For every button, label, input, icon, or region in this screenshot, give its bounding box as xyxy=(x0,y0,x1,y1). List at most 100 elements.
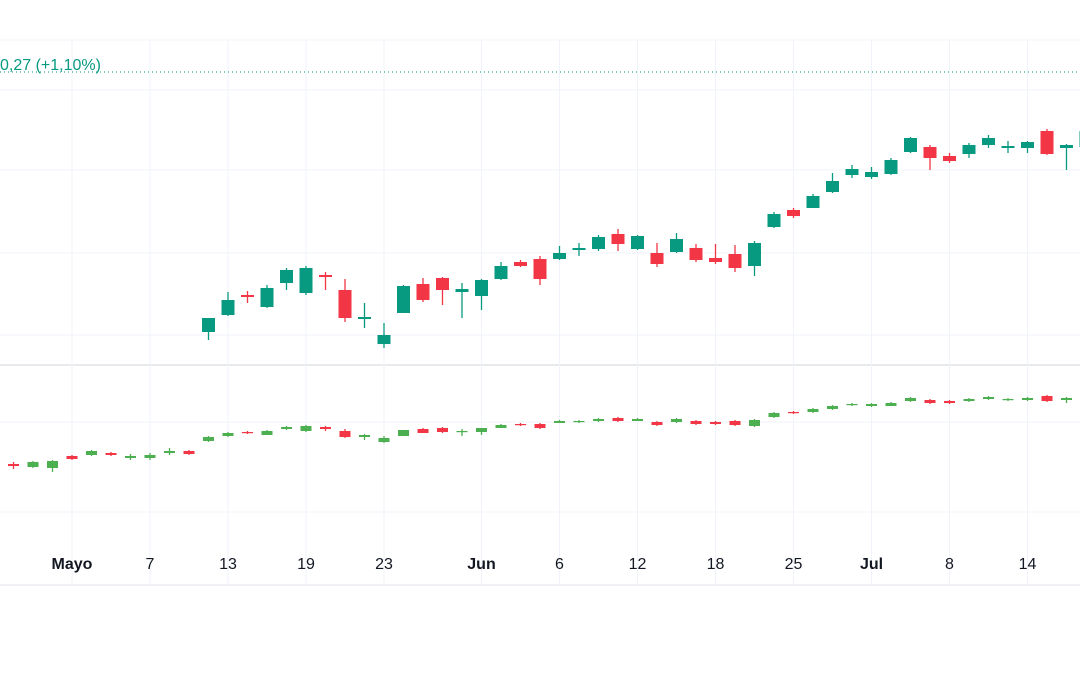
candle-body xyxy=(670,239,683,252)
candle-body xyxy=(904,138,917,152)
candle-body xyxy=(1002,399,1014,401)
candle-body xyxy=(709,258,722,262)
candle-body xyxy=(320,427,331,429)
candle-body xyxy=(983,397,994,399)
x-tick-label: 18 xyxy=(707,556,725,573)
x-tick-label: 13 xyxy=(219,556,237,573)
candle-body xyxy=(515,424,526,426)
candle-body xyxy=(241,295,254,297)
x-tick-label: Mayo xyxy=(52,556,93,573)
candle-body xyxy=(963,399,975,401)
candle-body xyxy=(885,403,897,406)
candle-body xyxy=(962,145,976,154)
candle-body xyxy=(767,214,781,227)
candle-body xyxy=(144,455,156,458)
candle-body xyxy=(533,259,547,279)
candle-body xyxy=(1041,396,1053,401)
candle-body xyxy=(787,210,800,216)
candle-body xyxy=(494,266,508,279)
candle-body xyxy=(573,421,585,423)
x-tick-label: 12 xyxy=(629,556,647,573)
candle-body xyxy=(905,398,916,401)
x-tick-label: 23 xyxy=(375,556,393,573)
candle-body xyxy=(437,428,448,432)
candle-body xyxy=(476,428,487,432)
candle-body xyxy=(1040,131,1054,154)
candle-body xyxy=(455,289,469,292)
candle-body xyxy=(378,438,390,442)
candle-body xyxy=(416,284,430,300)
candle-body xyxy=(1022,398,1033,400)
vertical-grid xyxy=(71,40,1028,585)
x-tick-label: 19 xyxy=(297,556,315,573)
x-tick-label: 7 xyxy=(146,556,155,573)
candle-body xyxy=(359,435,370,437)
candle-body xyxy=(572,248,586,250)
candle-body xyxy=(592,237,605,249)
candle-body xyxy=(202,318,215,332)
candle-body xyxy=(27,462,39,467)
x-tick-label: 6 xyxy=(555,556,564,573)
candle-body xyxy=(339,431,351,437)
candle-body xyxy=(944,401,955,403)
candle-body xyxy=(631,236,644,249)
candle-body xyxy=(183,451,195,454)
candle-body xyxy=(514,262,527,266)
candle-body xyxy=(338,290,352,318)
candle-body xyxy=(436,278,449,290)
candle-body xyxy=(299,268,313,293)
candle-body xyxy=(650,253,664,264)
candle-body xyxy=(261,431,273,435)
x-tick-label: 8 xyxy=(945,556,954,573)
x-tick-label: Jul xyxy=(860,556,883,573)
candle-body xyxy=(358,317,371,319)
candle-body xyxy=(260,288,274,307)
candle-body xyxy=(398,430,409,436)
candle-body xyxy=(866,404,877,406)
candle-body xyxy=(924,400,936,403)
candle-body xyxy=(611,234,625,244)
candle-body xyxy=(690,421,702,424)
candle-body xyxy=(397,286,410,313)
candle-body xyxy=(788,412,799,414)
candle-body xyxy=(884,160,898,174)
candle-body xyxy=(729,421,741,425)
candle-body xyxy=(377,335,391,344)
candle-body xyxy=(534,424,546,428)
x-tick-label: 25 xyxy=(785,556,803,573)
candle-body xyxy=(66,456,78,459)
candle-body xyxy=(806,196,820,208)
candle-body xyxy=(632,419,643,421)
x-tick-label: Jun xyxy=(467,556,495,573)
candle-body xyxy=(846,404,858,406)
candle-body xyxy=(281,427,292,429)
candle-body xyxy=(125,456,136,458)
candle-body xyxy=(456,431,468,433)
candle-body xyxy=(417,429,429,433)
candle-body xyxy=(807,409,819,412)
candle-body xyxy=(768,413,780,417)
candle-body xyxy=(826,181,839,192)
candle-body xyxy=(164,451,175,453)
candle-body xyxy=(943,156,956,161)
candle-body xyxy=(554,421,565,423)
candle-body xyxy=(475,280,488,296)
candle-body xyxy=(651,422,663,425)
candle-body xyxy=(845,169,859,175)
candle-body xyxy=(923,147,937,158)
candle-body xyxy=(1021,142,1034,148)
candle-body xyxy=(8,464,19,466)
candle-body xyxy=(827,406,838,409)
candle-body xyxy=(1001,146,1015,148)
plot-area xyxy=(0,71,1080,472)
candle-body xyxy=(593,419,604,421)
candle-body xyxy=(105,453,117,455)
candle-body xyxy=(612,418,624,421)
candle-body xyxy=(865,172,878,177)
candle-body xyxy=(280,270,293,283)
candle-body xyxy=(242,432,253,434)
candle-body xyxy=(982,138,995,145)
candle-body xyxy=(689,248,703,260)
candle-body xyxy=(221,300,235,315)
